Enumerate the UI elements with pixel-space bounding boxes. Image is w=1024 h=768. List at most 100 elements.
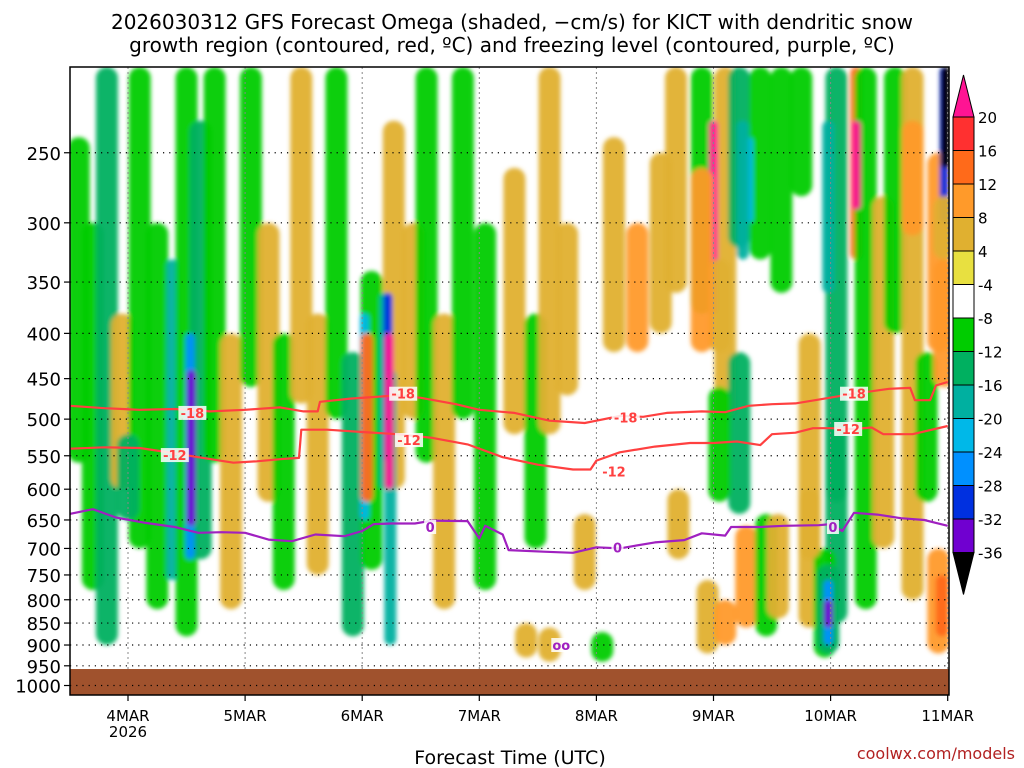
colorbar-segment <box>952 351 975 386</box>
omega-cell <box>166 259 179 581</box>
x-tick-label: 10MAR <box>804 707 857 725</box>
omega-cell <box>626 222 649 353</box>
omega-cell <box>822 120 835 293</box>
omega-cell <box>415 67 438 463</box>
omega-cell <box>766 514 789 619</box>
omega-cell <box>360 333 373 502</box>
contour-label: -12 <box>836 423 860 438</box>
colorbar-label: -32 <box>978 511 1003 529</box>
omega-cell <box>384 333 394 490</box>
omega-cell <box>933 196 949 260</box>
omega-cell <box>935 574 948 637</box>
contour-label-bg <box>826 519 839 534</box>
y-tick-label: 700 <box>27 539 61 560</box>
omega-cell <box>770 67 793 293</box>
contour-label-bg <box>834 421 863 436</box>
omega-cell <box>128 67 151 549</box>
y-tick-label: 350 <box>27 273 61 294</box>
y-tick-label: 650 <box>27 511 61 532</box>
omega-cell <box>220 333 243 610</box>
colorbar-segment <box>952 116 975 151</box>
x-tick-label: 6MAR <box>341 707 384 725</box>
chart-title-line1: 2026030312 GFS Forecast Omega (shaded, −… <box>111 10 913 34</box>
colorbar-label: 12 <box>978 176 997 194</box>
colorbar-segment <box>952 183 975 218</box>
omega-cell <box>272 333 295 591</box>
omega-cell <box>735 525 758 628</box>
y-tick-label: 1000 <box>15 677 61 698</box>
omega-cell <box>573 514 596 591</box>
colorbar-segment <box>952 284 975 319</box>
omega-cell <box>736 120 749 260</box>
omega-cell <box>714 599 737 646</box>
colorbar-top-arrow <box>952 74 975 118</box>
colorbar-label: -20 <box>978 411 1003 429</box>
contour-label: -12 <box>163 449 187 464</box>
y-tick-label: 550 <box>27 447 61 468</box>
contours: -18 -18 -18 -18 -12 -12 -12 -12 0 0 0 oo <box>70 380 949 654</box>
omega-cell <box>95 67 118 646</box>
colorbar-label: 4 <box>978 243 988 261</box>
colorbar-label: -24 <box>978 444 1003 462</box>
y-tick-label: 450 <box>27 370 61 391</box>
omega-cell <box>825 419 848 502</box>
omega-cell <box>538 627 561 662</box>
y-tick-label: 400 <box>27 324 61 345</box>
contour-label-bg <box>599 464 628 479</box>
contour-label: 0 <box>828 521 837 536</box>
omega-cell <box>290 67 313 404</box>
x-tick-label: 4MAR <box>106 707 149 725</box>
colorbar-label: 8 <box>978 210 988 228</box>
colorbar-bottom-arrow <box>952 552 975 595</box>
x-tick-label: 11MAR <box>921 707 974 725</box>
y-tick-label: 500 <box>27 410 61 431</box>
contour-label-bg <box>395 433 424 448</box>
colorbar-label: -28 <box>978 478 1003 496</box>
y-tick-label: 800 <box>27 591 61 612</box>
y-axis: 2503003504004505005506006507007508008509… <box>15 144 70 698</box>
omega-cell <box>728 352 751 515</box>
contour-label: 0 <box>426 521 435 536</box>
contour-label: -12 <box>602 466 626 481</box>
x-tick-label: 5MAR <box>224 707 267 725</box>
contour-label-bg <box>611 410 640 425</box>
contour-label-bg <box>424 519 437 534</box>
omega-cell <box>665 67 688 293</box>
contour-label-bg <box>389 386 418 401</box>
colorbar-segment <box>952 451 975 486</box>
omega-cell <box>884 67 907 334</box>
plot-frame <box>69 66 950 696</box>
colorbar-segment <box>952 250 975 285</box>
y-tick-label: 900 <box>27 636 61 657</box>
omega-cell <box>146 222 169 610</box>
contour-label: -12 <box>397 434 421 449</box>
y-tick-label: 300 <box>27 214 61 235</box>
omega-cell <box>940 67 949 168</box>
colorbar-label: 20 <box>978 109 997 127</box>
contour-label: -18 <box>842 388 866 403</box>
x-tick-sublabel: 2026 <box>109 723 147 741</box>
x-tick-label: 7MAR <box>458 707 501 725</box>
contour-label: -18 <box>614 412 638 427</box>
colorbar-label: -12 <box>978 344 1003 362</box>
omega-cell <box>325 67 348 420</box>
contour-label-bg <box>551 638 572 653</box>
omega-cell <box>933 259 949 388</box>
omega-cell <box>708 387 731 502</box>
colorbar-label: -4 <box>978 277 993 295</box>
omega-cell <box>798 489 821 560</box>
contour-label: -18 <box>181 407 205 422</box>
contour-label: 0 <box>613 541 622 556</box>
colorbar-segment <box>952 384 975 419</box>
y-tick-label: 850 <box>27 614 61 635</box>
omega-cell <box>602 137 625 353</box>
chart-title-line2: growth region (contoured, red, ºC) and f… <box>129 33 895 57</box>
watermark: coolwx.com/models <box>857 744 1015 763</box>
y-tick-label: 600 <box>27 480 61 501</box>
omega-cell <box>749 67 772 260</box>
x-tick-label: 9MAR <box>692 707 735 725</box>
omega-cell <box>451 67 474 420</box>
colorbar-segment <box>952 217 975 252</box>
